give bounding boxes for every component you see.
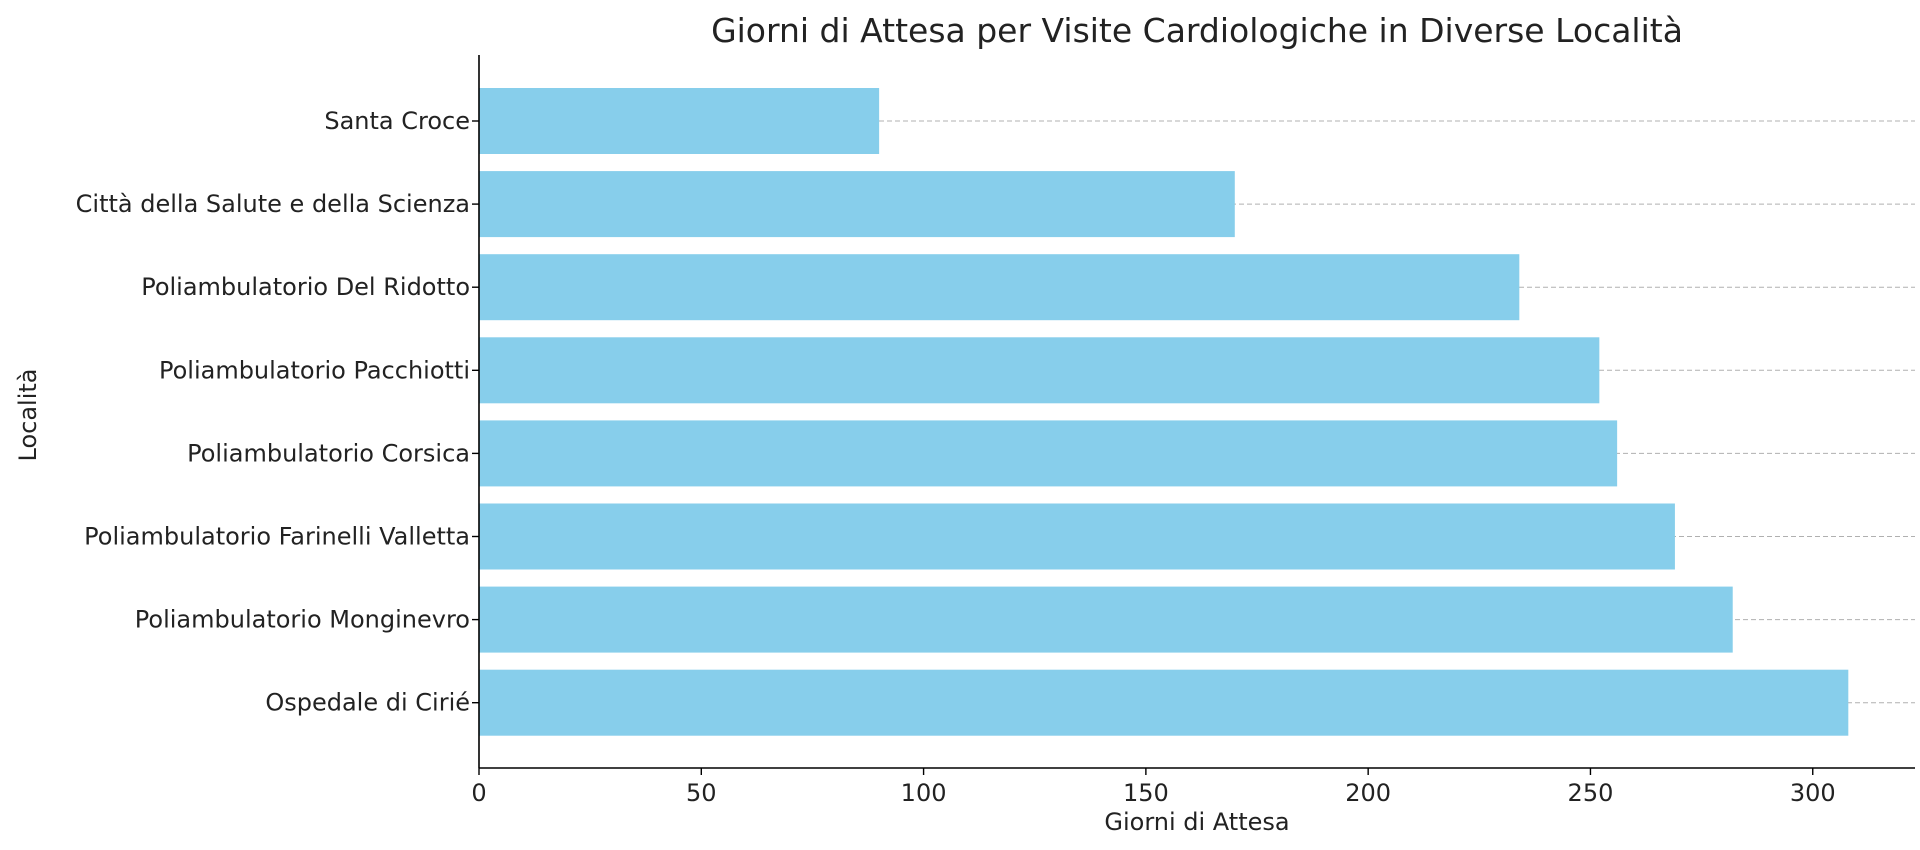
chart-title: Giorni di Attesa per Visite Cardiologich… bbox=[711, 11, 1683, 50]
x-tick-label: 300 bbox=[1790, 779, 1836, 807]
y-tick-label: Poliambulatorio Monginevro bbox=[135, 606, 470, 634]
y-tick-labels: Santa Croce Città della Salute e della Sc… bbox=[76, 107, 479, 717]
x-tick-label: 250 bbox=[1568, 779, 1614, 807]
bar bbox=[479, 254, 1520, 321]
x-tick-labels: 0 50 100 150 200 250 300 bbox=[471, 768, 1836, 807]
axes bbox=[478, 55, 1915, 769]
x-tick-label: 50 bbox=[686, 779, 717, 807]
bar bbox=[479, 171, 1235, 238]
y-tick-label: Poliambulatorio Farinelli Valletta bbox=[84, 523, 470, 551]
y-tick-label: Poliambulatorio Pacchiotti bbox=[159, 356, 470, 384]
y-axis-label: Località bbox=[14, 369, 42, 462]
y-tick-label: Santa Croce bbox=[324, 107, 470, 135]
bar bbox=[479, 420, 1618, 487]
x-tick-label: 0 bbox=[471, 779, 486, 807]
x-tick-label: 150 bbox=[1123, 779, 1169, 807]
x-tick-label: 200 bbox=[1345, 779, 1391, 807]
x-axis-label: Giorni di Attesa bbox=[1104, 808, 1289, 836]
bar bbox=[479, 669, 1849, 736]
y-tick-label: Poliambulatorio Corsica bbox=[187, 439, 470, 467]
bar bbox=[479, 337, 1600, 404]
y-tick-label: Città della Salute e della Scienza bbox=[76, 190, 470, 218]
bar bbox=[479, 503, 1675, 570]
bars bbox=[479, 88, 1849, 736]
bar bbox=[479, 586, 1733, 653]
y-tick-label: Ospedale di Cirié bbox=[265, 689, 470, 717]
y-tick-label: Poliambulatorio Del Ridotto bbox=[141, 273, 470, 301]
x-tick-label: 100 bbox=[901, 779, 947, 807]
bar bbox=[479, 88, 880, 154]
